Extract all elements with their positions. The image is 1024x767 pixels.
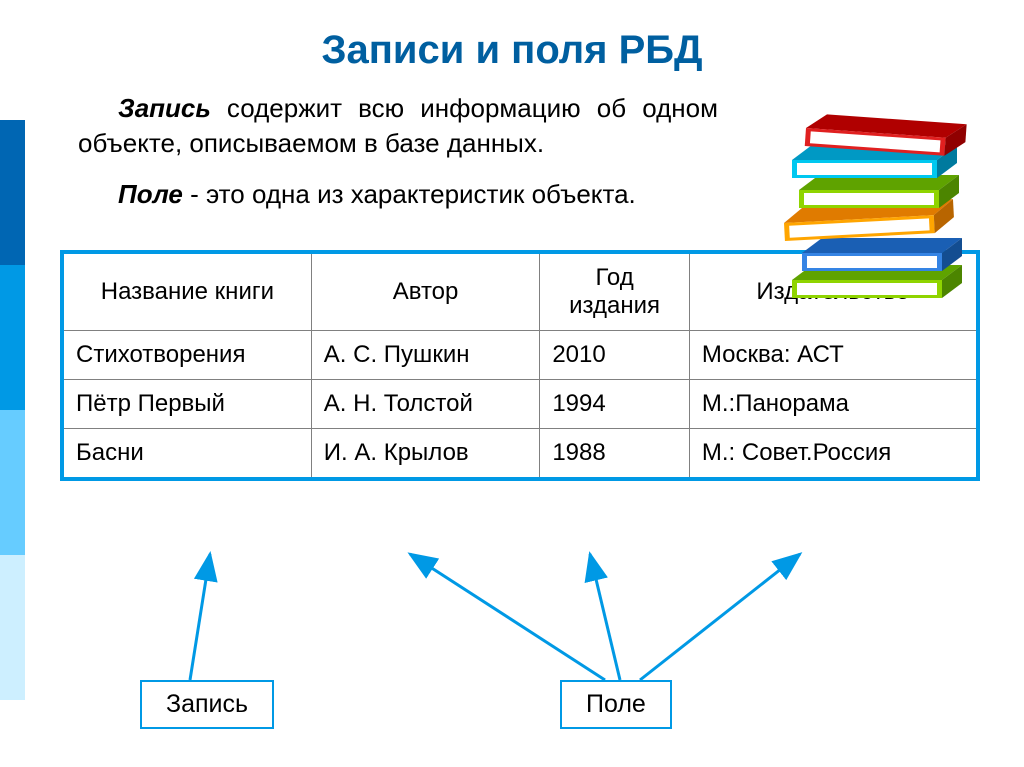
definition-record: Запись содержит всю информацию об одном … [78,91,718,161]
table-cell: Басни [62,429,311,480]
side-accent-bar [0,120,25,700]
page-title: Записи и поля РБД [0,0,1024,91]
table-row: Пётр Первый А. Н. Толстой 1994 М.:Панора… [62,380,978,429]
bar-segment [0,120,25,265]
label-record-box: Запись [140,680,274,729]
table-cell: 2010 [540,331,690,380]
table-cell: А. Н. Толстой [311,380,540,429]
table-cell: Пётр Первый [62,380,311,429]
column-header: Год издания [540,252,690,331]
bar-segment [0,265,25,410]
table-cell: А. С. Пушкин [311,331,540,380]
definition-text: - это одна из характеристик объекта. [183,179,636,209]
table-cell: 1994 [540,380,690,429]
bar-segment [0,410,25,555]
table-cell: И. А. Крылов [311,429,540,480]
column-header: Название книги [62,252,311,331]
term-field: Поле [118,179,183,209]
definition-field: Поле - это одна из характеристик объекта… [78,177,718,212]
table-row: Стихотворения А. С. Пушкин 2010 Москва: … [62,331,978,380]
table-cell: Москва: АСТ [689,331,978,380]
books-illustration [764,108,994,323]
label-field-box: Поле [560,680,672,729]
column-header: Автор [311,252,540,331]
table-cell: М.:Панорама [689,380,978,429]
term-record: Запись [118,93,211,123]
label-field-text: Поле [586,690,646,718]
table-row: Басни И. А. Крылов 1988 М.: Совет.Россия [62,429,978,480]
table-cell: 1988 [540,429,690,480]
bar-segment [0,555,25,700]
table-cell: М.: Совет.Россия [689,429,978,480]
label-record-text: Запись [166,690,248,718]
table-cell: Стихотворения [62,331,311,380]
